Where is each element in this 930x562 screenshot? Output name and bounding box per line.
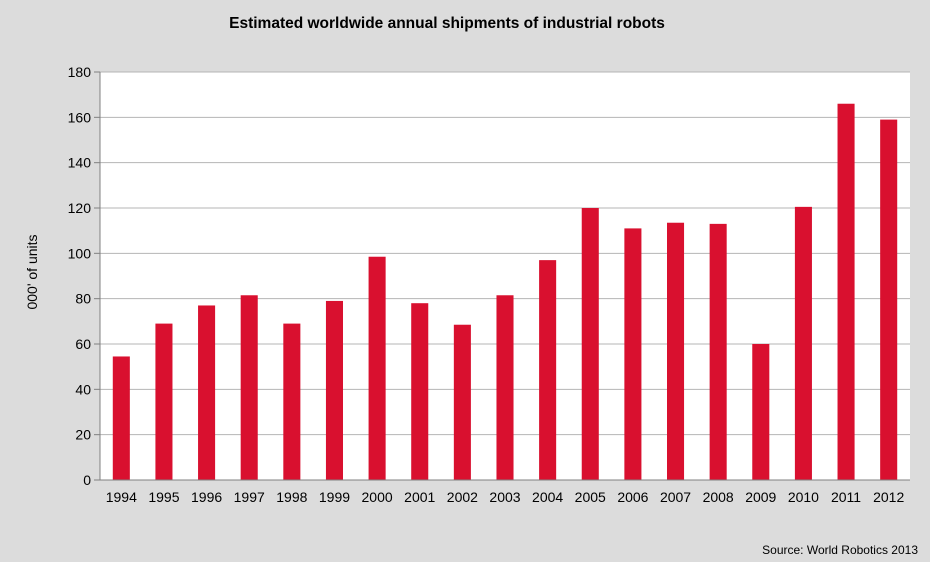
bar-1996 bbox=[198, 305, 216, 480]
x-tick-label: 2000 bbox=[362, 489, 393, 505]
bar-1997 bbox=[240, 295, 258, 480]
x-tick-label: 1998 bbox=[276, 489, 307, 505]
x-tick-label: 2009 bbox=[745, 489, 776, 505]
bar-2009 bbox=[752, 344, 770, 480]
y-tick-label: 40 bbox=[75, 381, 91, 397]
bar-2001 bbox=[411, 303, 429, 480]
bar-2012 bbox=[880, 119, 898, 480]
bar-2006 bbox=[624, 228, 642, 480]
bar-2005 bbox=[581, 208, 599, 480]
x-tick-label: 2007 bbox=[660, 489, 691, 505]
x-tick-label: 1995 bbox=[148, 489, 179, 505]
x-tick-label: 1999 bbox=[319, 489, 350, 505]
x-tick-label: 2003 bbox=[489, 489, 520, 505]
x-tick-label: 2011 bbox=[831, 489, 861, 505]
bar-1995 bbox=[155, 323, 173, 480]
bar-1994 bbox=[112, 356, 130, 480]
bar-2004 bbox=[539, 260, 557, 480]
y-tick-label: 0 bbox=[83, 472, 91, 488]
bar-1999 bbox=[325, 300, 343, 480]
x-tick-label: 1997 bbox=[234, 489, 265, 505]
bar-2011 bbox=[837, 103, 855, 480]
x-tick-labels: 1994 1995 1996 1997 1998 1999 2000 2001 2002 2003… bbox=[106, 489, 905, 505]
bar-2008 bbox=[709, 223, 727, 480]
axes bbox=[99, 72, 910, 481]
x-tick-label: 2008 bbox=[703, 489, 734, 505]
bar-2007 bbox=[667, 222, 685, 480]
y-tick-label: 140 bbox=[68, 155, 92, 171]
x-tick-label: 2002 bbox=[447, 489, 478, 505]
bars bbox=[112, 103, 898, 480]
bar-2003 bbox=[496, 295, 514, 480]
y-tick-label: 180 bbox=[68, 64, 92, 80]
bar-1998 bbox=[283, 323, 301, 480]
x-tick-label: 2006 bbox=[617, 489, 648, 505]
source-note: Source: World Robotics 2013 bbox=[762, 543, 918, 557]
y-tick-label: 20 bbox=[75, 427, 91, 443]
y-tick-label: 60 bbox=[75, 336, 91, 352]
x-tick-label: 2001 bbox=[404, 489, 435, 505]
y-tick-label: 100 bbox=[68, 245, 92, 261]
y-tick-label: 160 bbox=[68, 109, 92, 125]
x-tick-label: 2010 bbox=[788, 489, 819, 505]
bar-2010 bbox=[794, 206, 812, 480]
bar-2002 bbox=[453, 324, 471, 480]
x-tick-label: 2005 bbox=[575, 489, 606, 505]
bar-2000 bbox=[368, 256, 386, 480]
x-tick-label: 1994 bbox=[106, 489, 137, 505]
x-tick-label: 1996 bbox=[191, 489, 222, 505]
y-tick-label: 120 bbox=[68, 200, 92, 216]
chart-title: Estimated worldwide annual shipments of … bbox=[229, 15, 665, 32]
y-tick-labels: 0 20 40 60 80 100 120 140 160 180 bbox=[68, 64, 92, 488]
y-axis-label: 000' of units bbox=[24, 234, 40, 309]
x-tick-label: 2004 bbox=[532, 489, 563, 505]
x-tick-label: 2012 bbox=[873, 489, 904, 505]
y-tick-label: 80 bbox=[75, 291, 91, 307]
